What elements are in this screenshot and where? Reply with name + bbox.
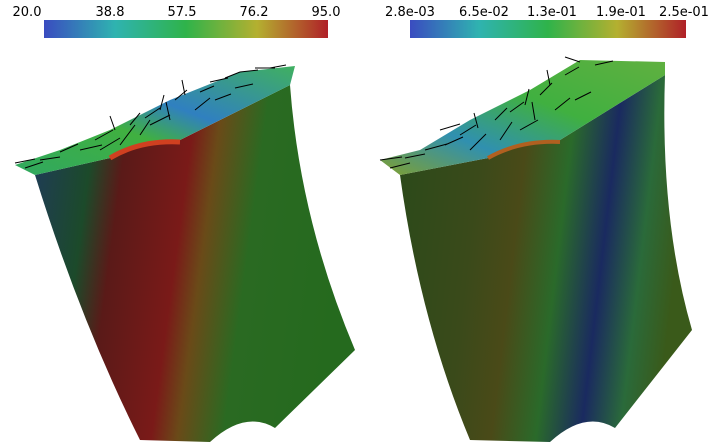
colorbar-label: 2.8e-03	[385, 5, 435, 20]
left-model	[15, 65, 355, 442]
colorbar-label: 6.5e-02	[459, 5, 509, 20]
colorbar	[410, 20, 686, 38]
colorbar-label: 20.0	[13, 5, 42, 20]
colorbar-label: 1.3e-01	[527, 5, 577, 20]
colorbar-label: 95.0	[312, 5, 341, 20]
model-body	[35, 85, 355, 442]
colorbar-label: 57.5	[168, 5, 197, 20]
colorbar-label: 38.8	[96, 5, 125, 20]
right-model	[380, 57, 692, 442]
colorbar	[44, 20, 328, 38]
colorbar-label: 1.9e-01	[596, 5, 646, 20]
colorbar-label: 76.2	[240, 5, 269, 20]
colorbar-label: 2.5e-01	[659, 5, 709, 20]
render-view: 20.0 38.8 57.5 76.2 95.0 2.8e-03 6.5e-02…	[0, 0, 711, 447]
